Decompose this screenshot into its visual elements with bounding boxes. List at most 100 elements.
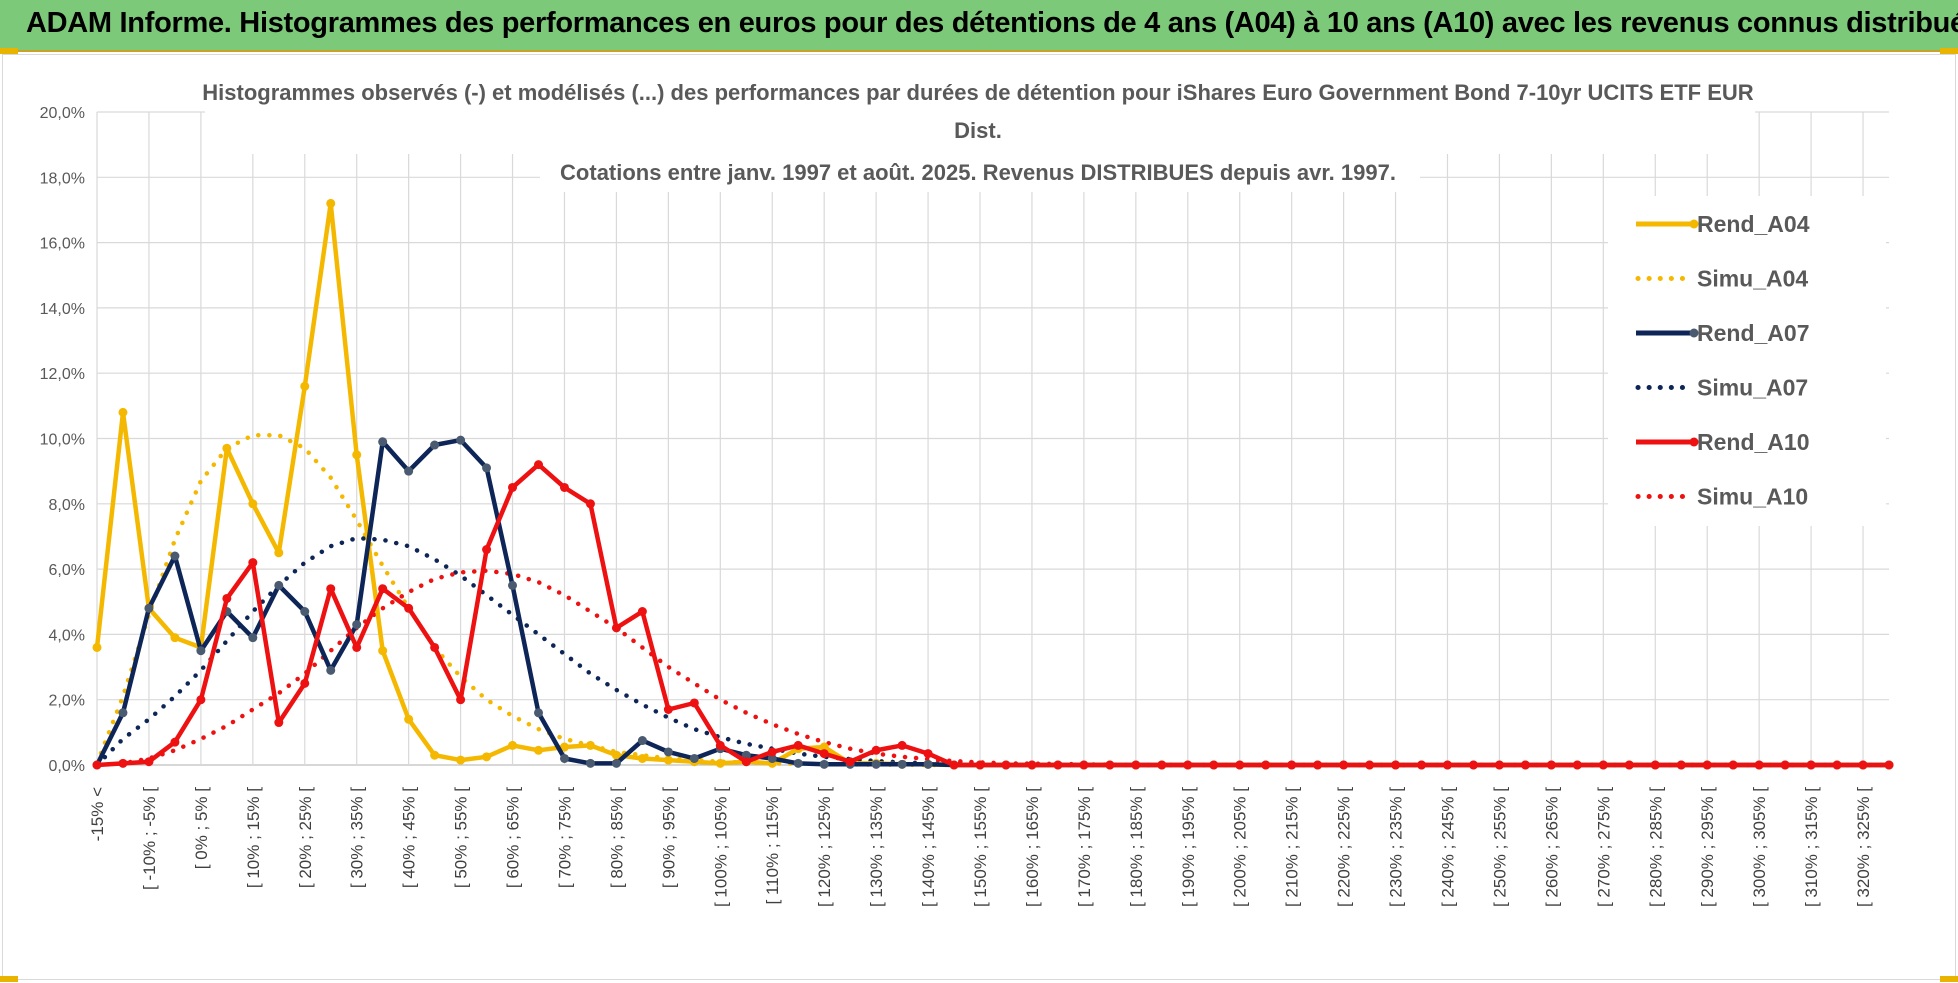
series-rend_a10-point [1391,760,1401,770]
series-rend_a07-point [300,607,310,617]
y-tick-label: 14,0% [40,301,85,318]
x-tick-label: [ 200% ; 205% [ [1231,787,1250,907]
series-rend_a04-point [326,198,336,208]
series-rend_a07-point [274,580,284,590]
series-rend_a10-point [819,749,829,759]
series-rend_a10-point [1858,760,1868,770]
series-rend_a10-point [170,737,180,747]
series-rend_a04-point [92,642,102,652]
chart-title-background [205,76,1755,192]
x-tick-label: [ 90% ; 95% [ [659,787,678,888]
series-rend_a07-point [456,435,466,445]
series-rend_a10-point [326,584,336,594]
x-tick-label: [ 180% ; 185% [ [1127,787,1146,907]
series-rend_a10-point [1806,760,1816,770]
series-rend_a07-point [611,758,621,768]
series-rend_a10-point [1546,760,1556,770]
series-rend_a10-point [352,642,362,652]
series-rend_a10-point [1494,760,1504,770]
y-tick-label: 2,0% [49,693,85,710]
series-rend_a10-point [923,749,933,759]
series-rend_a07-point [170,551,180,561]
x-tick-label: [ 0% ; 5% [ [192,787,211,869]
series-rend_a10-line [96,462,1889,768]
series-rend_a04-point [352,450,362,460]
series-rend_a07-point [871,759,881,769]
series-rend_a10-point [1598,760,1608,770]
series-rend_a10-point [1131,760,1141,770]
series-simu_a10-line [94,568,1892,768]
series-rend_a10-point [300,678,310,688]
series-rend_a07-point [897,759,907,769]
x-tick-label: [ 130% ; 135% [ [867,787,886,907]
series-rend_a10-point [1417,760,1427,770]
chart-title-line: Cotations entre janv. 1997 et août. 2025… [560,160,1396,185]
x-tick-label: [ 60% ; 65% [ [504,787,523,888]
series-rend_a04-point [534,745,544,755]
series-rend_a07-point [352,620,362,630]
x-tick-label: [ 210% ; 215% [ [1283,787,1302,907]
x-tick-label: [ 300% ; 305% [ [1750,787,1769,907]
series-rend_a07-point [430,440,440,450]
series-rend_a07-point [508,580,518,590]
series-rend_a10-point [559,482,569,492]
series-rend_a10-point [1650,760,1660,770]
series-rend_a04-point [300,381,310,391]
series-rend_a04-point [482,752,492,762]
series-rend_a10-point [92,760,102,770]
series-rend_a10-point [897,740,907,750]
series-rend_a04-point [378,646,388,656]
series-rend_a10-point [508,482,518,492]
series-rend_a10-point [1468,760,1478,770]
corner-accent-bottom-right [1940,976,1958,982]
series-rend_a04-point [274,548,284,558]
x-tick-label: [ 10% ; 15% [ [244,787,263,888]
series-rend_a10-point [1676,760,1686,770]
x-tick-label: -15% < [88,787,107,841]
banner-title: ADAM Informe. Histogrammes des performan… [26,7,1958,39]
series-rend_a07-point [534,708,544,718]
series-rend_a10-point [196,695,206,705]
x-tick-label: [ 70% ; 75% [ [555,787,574,888]
series-rend_a07-point [663,747,673,757]
series-rend_a10-point [1001,760,1011,770]
title-block-bg-2 [540,154,1420,192]
series-rend_a07-point [585,758,595,768]
series-rend_a07-point [559,753,569,763]
series-rend_a04-point [170,633,180,643]
series-rend_a04-point [508,740,518,750]
series-rend_a10-point [482,545,492,555]
x-tick-label: [ 160% ; 165% [ [1023,787,1042,907]
legend-label: Simu_A10 [1697,484,1808,510]
series-rend_a07-point [637,736,647,746]
series-rend_a10-point [456,695,466,705]
series-rend_a07-point [248,633,258,643]
x-tick-label: [ 150% ; 155% [ [971,787,990,907]
x-tick-label: [ 80% ; 85% [ [607,787,626,888]
series-rend_a10-point [1027,760,1037,770]
x-tick-label: [ 110% ; 115% [ [763,787,782,905]
x-tick-label: [ 40% ; 45% [ [400,787,419,888]
x-tick-label: [ 120% ; 125% [ [815,787,834,907]
series-rend_a04-point [248,499,258,509]
series-rend_a10-point [1832,760,1842,770]
chart-title-line: Dist. [954,118,1002,143]
series-rend_a07-point [689,753,699,763]
x-tick-label: [ 170% ; 175% [ [1075,787,1094,907]
x-axis-ticks: -15% < [ -10% ; -5% [[ 0% ; 5% [[ 10% ; 1… [88,787,1873,907]
series-rend_a04-point [430,750,440,760]
series-rend_a10-point [1261,760,1271,770]
x-tick-label: [ 30% ; 35% [ [348,787,367,888]
x-tick-label: [ 50% ; 55% [ [452,787,471,888]
series-rend_a10-point [404,603,414,613]
y-tick-label: 10,0% [40,432,85,449]
series-rend_a10-point [793,740,803,750]
title-banner: ADAM Informe. Histogrammes des performan… [0,0,1958,52]
legend-marker [1689,219,1699,229]
series-rend_a04-point [222,443,232,453]
series-rend_a10-point [1079,760,1089,770]
corner-accent-bottom-left [0,976,18,982]
series-rend_a10-point [222,593,232,603]
series-rend_a10-point [845,757,855,767]
